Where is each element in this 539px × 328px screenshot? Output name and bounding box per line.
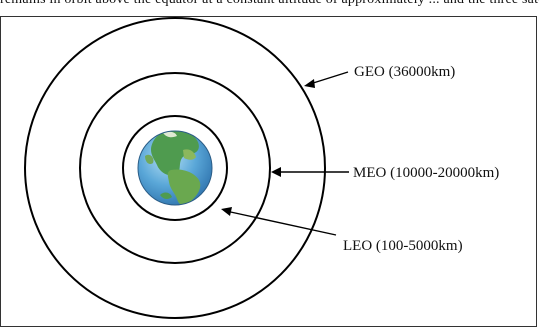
- geo-label: GEO (36000km): [354, 64, 455, 80]
- geo-arrow: [304, 71, 349, 88]
- earth-icon: [137, 130, 213, 206]
- leo-arrow: [221, 207, 337, 236]
- meo-arrow: [271, 167, 349, 177]
- leo-orbit-ring: [122, 115, 228, 221]
- top-cut-text: remains in orbit above the equator at a …: [0, 0, 539, 8]
- geo-orbit-ring: [24, 17, 326, 319]
- leo-label: LEO (100-5000km): [343, 238, 463, 254]
- meo-label: MEO (10000-20000km): [353, 165, 499, 181]
- meo-orbit-ring: [79, 72, 271, 264]
- figure-border: [0, 16, 537, 327]
